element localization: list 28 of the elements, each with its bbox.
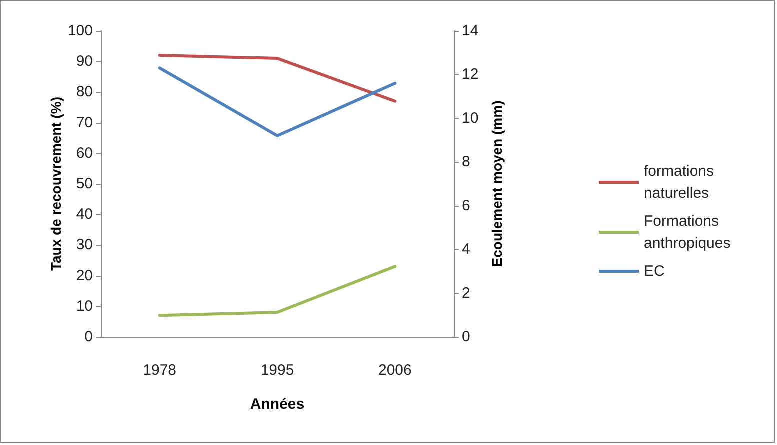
y-tick-label: 0 xyxy=(84,328,93,346)
y2-tick-label: 8 xyxy=(462,154,470,171)
legend-label: EC xyxy=(644,263,666,280)
y-tick-label: 80 xyxy=(76,84,93,101)
y-tick-label: 90 xyxy=(76,53,93,70)
y2-axis-title: Ecoulement moyen (mm) xyxy=(489,100,505,268)
y2-tick-label: 14 xyxy=(462,22,479,40)
x-tick-label: 1995 xyxy=(260,362,294,379)
y2-tick-label: 2 xyxy=(462,284,470,302)
y-tick-label: 10 xyxy=(76,298,93,315)
y-tick-label: 50 xyxy=(76,176,93,192)
x-axis-title: Années xyxy=(250,396,305,413)
y2-tick-label: 4 xyxy=(462,241,470,258)
y-tick-label: 40 xyxy=(76,206,93,224)
x-tick-label: 2006 xyxy=(378,362,412,379)
legend-label: Formations anthropiques xyxy=(644,213,731,252)
y-tick-label: 70 xyxy=(76,114,93,132)
y2-tick-label: 12 xyxy=(462,66,479,84)
y-tick-label: 100 xyxy=(68,22,93,40)
y-axis-title: Taux de recouvrement (%) xyxy=(48,96,64,272)
y-tick-label: 30 xyxy=(76,236,93,254)
y2-tick-label: 10 xyxy=(462,110,479,127)
x-tick-label: 1978 xyxy=(143,362,177,379)
y-tick-label: 60 xyxy=(76,144,93,162)
y2-tick-label: 0 xyxy=(462,328,470,346)
y2-tick-label: 6 xyxy=(462,197,470,214)
legend-label: formations naturelles xyxy=(644,163,718,202)
y-tick-label: 20 xyxy=(76,267,93,284)
